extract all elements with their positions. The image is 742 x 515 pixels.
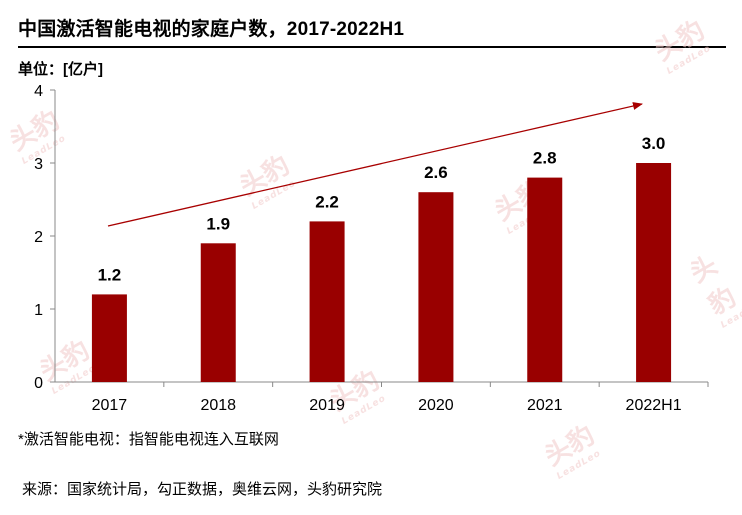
x-tick-label: 2022H1	[626, 397, 682, 414]
x-tick-label: 2017	[92, 397, 128, 414]
bar	[200, 243, 236, 382]
data-label: 3.0	[642, 134, 666, 153]
bar-series	[91, 163, 672, 382]
y-tick-label: 2	[34, 229, 43, 246]
bar	[418, 192, 454, 382]
footnote: *激活智能电视：指智能电视连入互联网	[18, 431, 279, 448]
data-label: 1.9	[206, 214, 230, 233]
x-tick-label: 2021	[527, 397, 563, 414]
data-label: 1.2	[98, 265, 122, 284]
chart-title: 中国激活智能电视的家庭户数，2017-2022H1	[18, 19, 405, 40]
x-tick-label: 2019	[309, 397, 345, 414]
trend-arrow	[107, 102, 643, 227]
y-tick-label: 3	[34, 156, 43, 173]
title-divider	[18, 46, 726, 48]
y-tick-label: 0	[34, 375, 43, 392]
bar	[91, 294, 127, 382]
bar	[309, 221, 345, 382]
source-note: 来源：国家统计局，勾正数据，奥维云网，头豹研究院	[22, 481, 383, 498]
bar	[527, 177, 563, 382]
data-labels: 1.2 1.9 2.2 2.6 2.8 3.0	[98, 134, 666, 284]
y-axis: 0 1 2 3 4	[34, 83, 56, 392]
data-label: 2.6	[424, 163, 448, 182]
data-label: 2.8	[533, 149, 557, 168]
x-tick-label: 2020	[418, 397, 454, 414]
unit-label: 单位：[亿户]	[18, 61, 103, 78]
x-axis: 2017 2018 2019 2020 2021 2022H1	[55, 381, 709, 414]
x-tick-label: 2018	[200, 397, 236, 414]
y-tick-label: 1	[34, 302, 43, 319]
data-label: 2.2	[315, 192, 339, 211]
y-tick-label: 4	[34, 83, 43, 100]
bar	[636, 163, 672, 382]
